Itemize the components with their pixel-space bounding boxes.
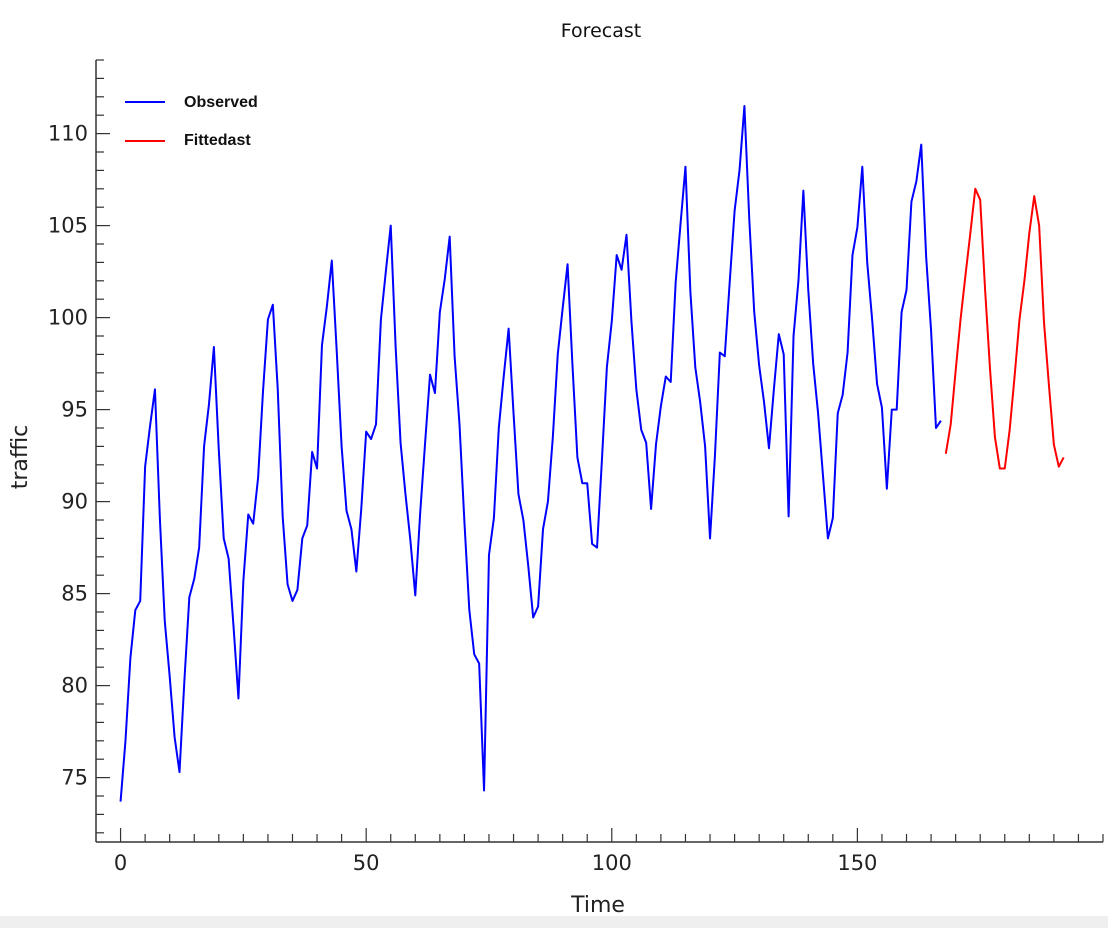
legend-label-forecast: Fittedast — [184, 132, 251, 149]
y-tick-label: 90 — [61, 490, 88, 514]
x-tick-label: 150 — [837, 851, 877, 875]
x-tick-label: 50 — [353, 851, 380, 875]
legend-label-observed: Observed — [184, 94, 258, 111]
y-tick-label: 105 — [48, 214, 88, 238]
y-tick-label: 75 — [61, 766, 88, 790]
y-tick-label: 80 — [61, 674, 88, 698]
series-line-fittedast — [944, 187, 1065, 470]
chart-title: Forecast — [561, 20, 641, 42]
series-line-observed — [119, 105, 942, 802]
y-tick-label: 100 — [48, 306, 88, 330]
y-axis-title: traffic — [8, 425, 33, 490]
legend: Observed Fittedast — [125, 94, 258, 149]
x-tick-label: 100 — [592, 851, 632, 875]
x-axis-title: Time — [570, 893, 625, 916]
y-tick-label: 95 — [61, 398, 88, 422]
x-tick-label: 0 — [114, 851, 127, 875]
y-tick-label: 85 — [61, 582, 88, 606]
y-tick-label: 110 — [48, 122, 88, 146]
